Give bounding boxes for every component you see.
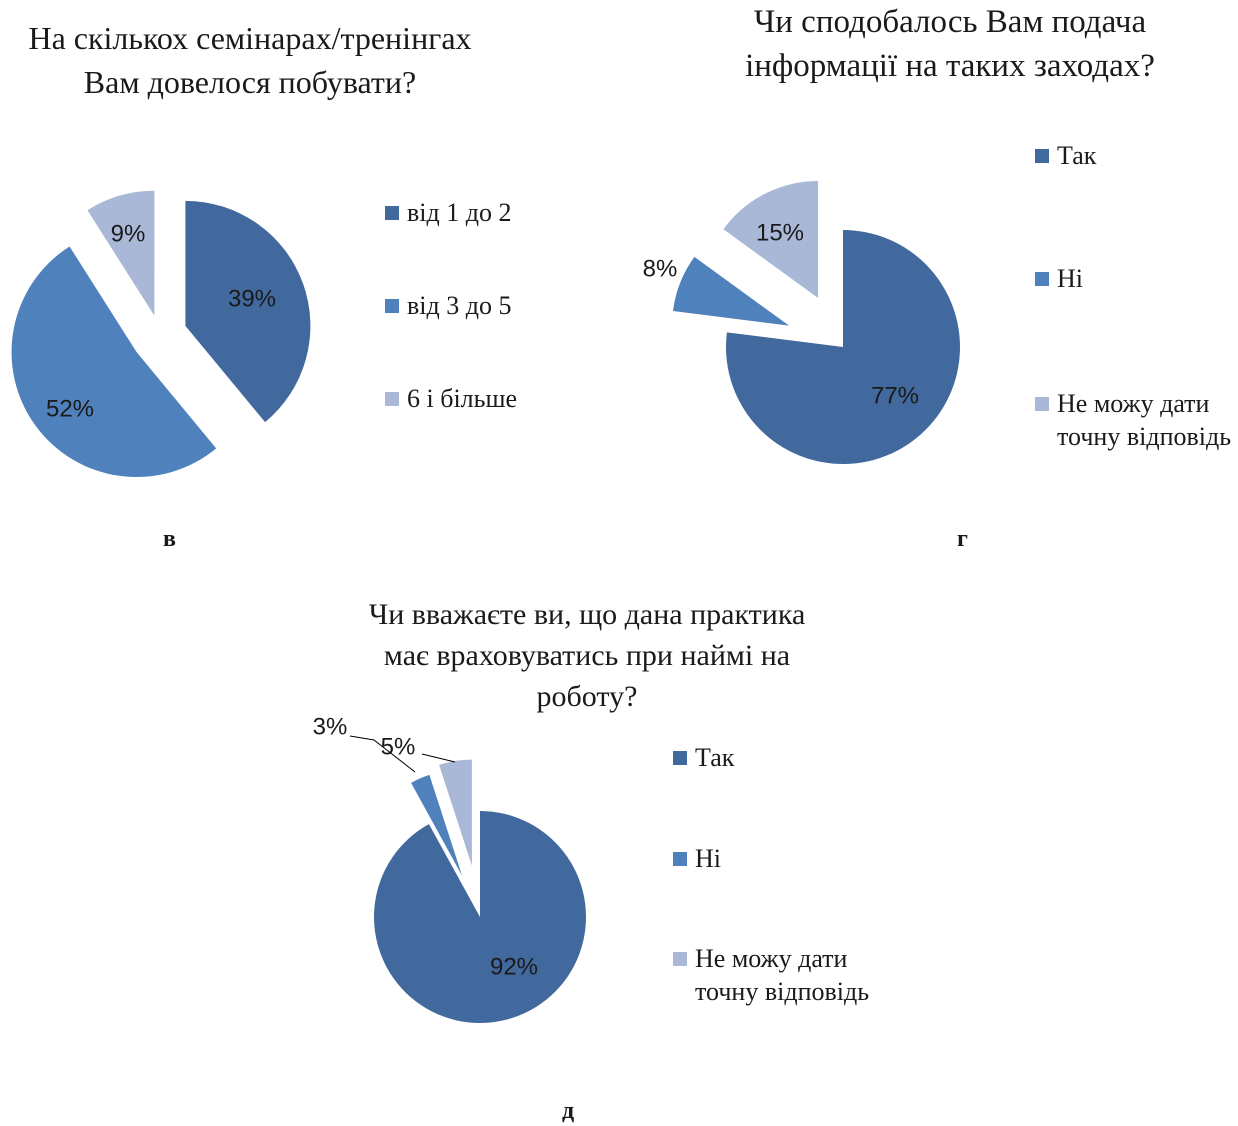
pie-slice [185, 200, 311, 423]
data-label: 9% [111, 220, 146, 247]
legend-swatch [1035, 272, 1049, 286]
data-label: 8% [643, 255, 678, 282]
legend-label: Ні [695, 844, 721, 873]
legend-swatch [673, 952, 687, 966]
legend-swatch [1035, 397, 1049, 411]
legend-swatch [1035, 149, 1049, 163]
pie-slice [411, 774, 463, 876]
leader-line [421, 753, 456, 763]
legend-swatch [673, 852, 687, 866]
chart-title: На скількох семінарах/тренінгах Вам дове… [28, 20, 472, 100]
legend-label: Не можу дати точну відповідь [1057, 389, 1232, 451]
pie-slice [374, 811, 587, 1024]
data-label: 3% [313, 713, 348, 740]
pie-slice [672, 256, 790, 326]
legend-label: Так [1057, 141, 1097, 170]
caption: д [562, 1098, 575, 1124]
legend-label: Так [695, 743, 735, 772]
legend-label: від 3 до 5 [407, 291, 512, 320]
data-label: 92% [490, 953, 538, 980]
legend-swatch [385, 206, 399, 220]
legend-label: від 1 до 2 [407, 198, 512, 227]
legend-swatch [673, 751, 687, 765]
data-label: 15% [756, 219, 804, 246]
legend-label: 6 і більше [407, 384, 518, 413]
data-label: 77% [871, 382, 919, 409]
leader-line [349, 735, 416, 773]
pie-slice [439, 759, 472, 866]
pie-slice [87, 190, 155, 316]
data-label: 5% [381, 733, 416, 760]
caption: г [957, 526, 968, 552]
caption: в [163, 526, 176, 552]
legend-swatch [385, 299, 399, 313]
data-label: 52% [46, 395, 94, 422]
pie-slice [726, 230, 961, 464]
chart-title: Чи сподобалось Вам подача інформації на … [745, 4, 1155, 84]
chart-title: Чи вважаєте ви, що дана практика має вра… [368, 598, 806, 713]
pie-slice [723, 180, 819, 298]
data-label: 39% [228, 285, 276, 312]
legend-label: Не можу дати точну відповідь [695, 944, 870, 1006]
legend-swatch [385, 392, 399, 406]
pie-slice [11, 246, 217, 478]
legend-label: Ні [1057, 264, 1083, 293]
